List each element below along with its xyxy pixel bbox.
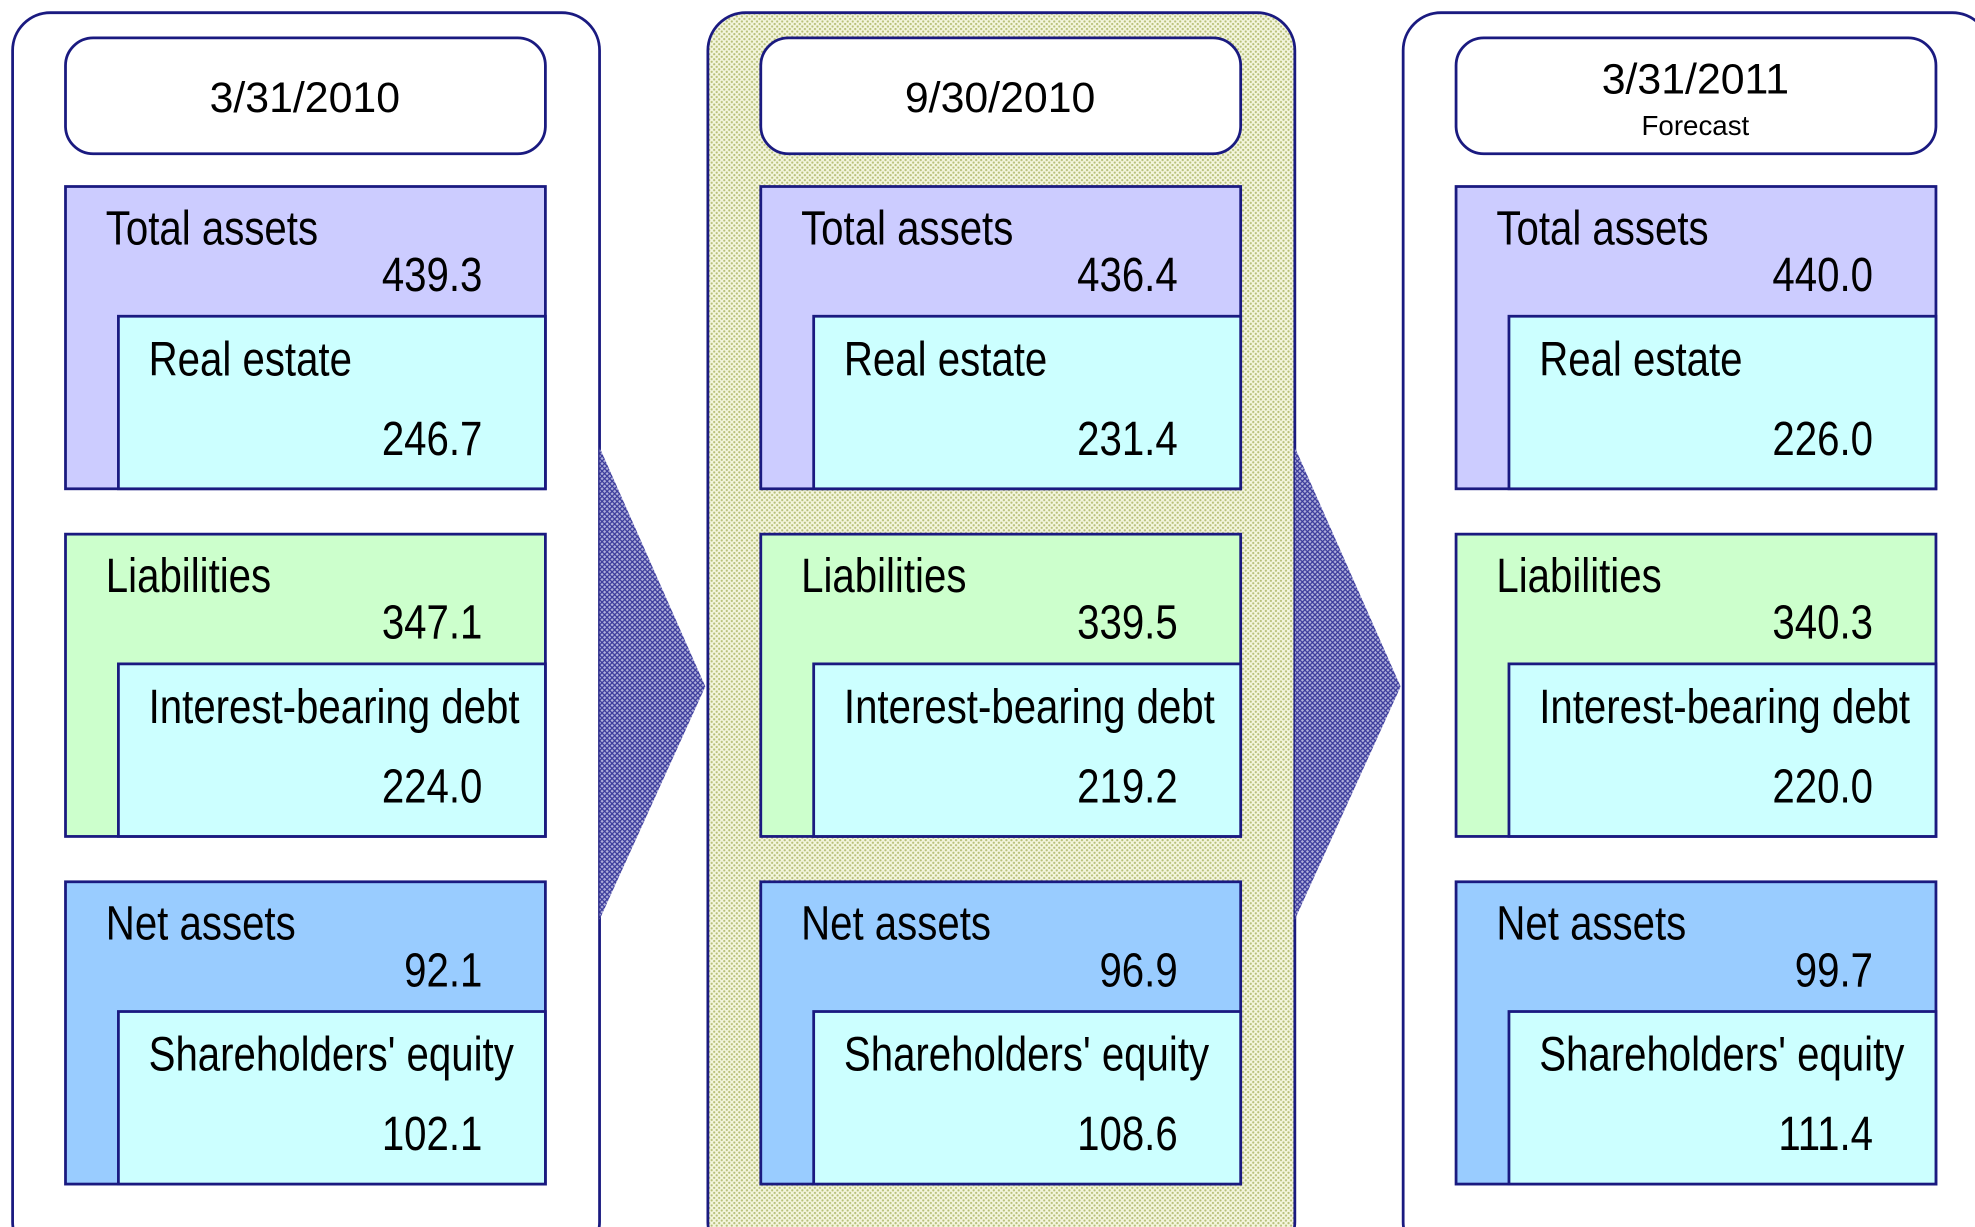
sub-value: 108.6 (1077, 1108, 1178, 1161)
sub-label: Interest-bearing debt (1539, 681, 1910, 734)
date: 9/30/2010 (905, 74, 1095, 122)
arrow (599, 447, 706, 920)
section-value: 96.9 (1099, 944, 1177, 997)
sub-value: 231.4 (1077, 413, 1178, 466)
section-value: 339.5 (1077, 596, 1178, 649)
sub-box (812, 314, 1243, 491)
sub-label: Interest-bearing debt (149, 681, 520, 734)
sub-label: Shareholders' equity (1539, 1028, 1904, 1081)
section-label: Net assets (1496, 897, 1686, 950)
sub-label: Interest-bearing debt (844, 681, 1215, 734)
sub-value: 219.2 (1077, 760, 1178, 813)
sub-box (1507, 1010, 1938, 1186)
sub-box (812, 662, 1243, 838)
sub-label: Shareholders' equity (149, 1028, 514, 1081)
section-value: 436.4 (1077, 249, 1178, 302)
header-box (759, 36, 1243, 156)
header-box (64, 36, 547, 156)
sub-value: 226.0 (1772, 413, 1873, 466)
sub-label: Real estate (844, 333, 1047, 386)
sub-box (812, 1010, 1243, 1186)
sub-value: 224.0 (382, 760, 483, 813)
section-value: 347.1 (382, 596, 483, 649)
note: Forecast (1641, 110, 1749, 141)
date: 3/31/2011 (1602, 55, 1789, 103)
section-label: Net assets (801, 897, 991, 950)
sub-label: Real estate (149, 333, 352, 386)
header-box (1454, 36, 1938, 156)
section-value: 99.7 (1795, 944, 1873, 997)
date: 3/31/2010 (210, 74, 400, 122)
sub-value: 111.4 (1778, 1108, 1873, 1161)
sub-box (1507, 662, 1938, 838)
section-label: Net assets (106, 897, 296, 950)
sub-box (117, 314, 547, 491)
section-value: 340.3 (1772, 596, 1873, 649)
section-label: Total assets (1496, 202, 1708, 255)
sub-value: 246.7 (382, 413, 483, 466)
arrow (1294, 447, 1401, 920)
section-label: Liabilities (801, 550, 966, 603)
section-value: 440.0 (1772, 249, 1873, 302)
sub-box (117, 1010, 547, 1186)
sub-value: 102.1 (382, 1108, 483, 1161)
section-label: Total assets (801, 202, 1013, 255)
sub-box (1507, 314, 1938, 491)
section-label: Total assets (106, 202, 318, 255)
section-value: 92.1 (404, 944, 482, 997)
section-label: Liabilities (1496, 550, 1661, 603)
sub-label: Real estate (1539, 333, 1742, 386)
section-label: Liabilities (106, 550, 271, 603)
sub-label: Shareholders' equity (844, 1028, 1209, 1081)
section-value: 439.3 (382, 249, 483, 302)
sub-value: 220.0 (1772, 760, 1873, 813)
sub-box (117, 662, 547, 838)
